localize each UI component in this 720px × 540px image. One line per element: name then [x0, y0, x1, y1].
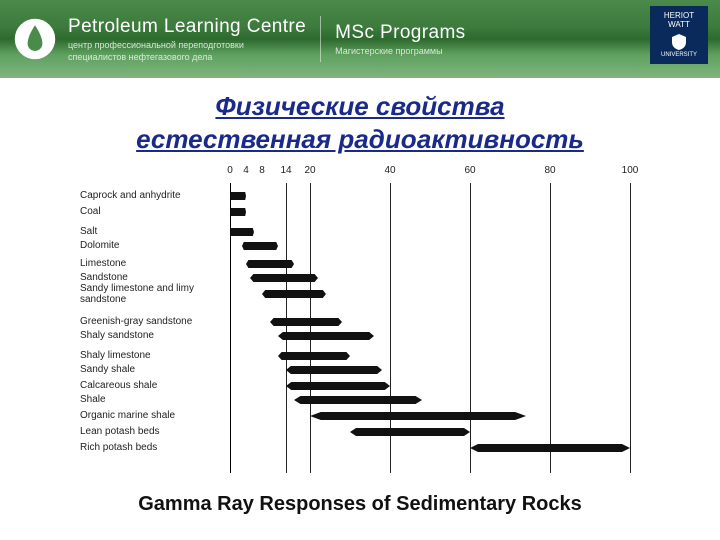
gamma-range-bar — [310, 412, 526, 420]
x-tick-label: 20 — [304, 165, 315, 176]
x-tick-label: 4 — [243, 165, 249, 176]
rock-label: Sandy limestone and limy sandstone — [80, 284, 226, 305]
gamma-range-bar — [246, 260, 294, 268]
title-line-2: естественная радиоактивность — [0, 123, 720, 156]
gamma-range-bar — [250, 274, 318, 282]
x-tick-label: 100 — [622, 165, 639, 176]
gamma-range-bar — [270, 318, 342, 326]
rock-label: Sandstone — [80, 273, 226, 284]
heriot-watt-badge: HERIOT WATT UNIVERSITY — [650, 6, 708, 64]
plc-title: Petroleum Learning Centre — [68, 16, 306, 38]
chart-gridline — [310, 183, 311, 473]
chart-gridline — [286, 183, 287, 473]
gamma-range-bar — [262, 290, 326, 298]
title-line-1: Физические свойства — [0, 90, 720, 123]
gamma-range-bar — [230, 208, 246, 216]
plc-sub2: специалистов нефтегазового дела — [68, 52, 306, 62]
chart-gridline — [470, 183, 471, 473]
rock-label: Organic marine shale — [80, 411, 226, 422]
x-tick-label: 0 — [227, 165, 233, 176]
x-tick-label: 60 — [464, 165, 475, 176]
rock-label: Shale — [80, 395, 226, 406]
slide-title: Физические свойства естественная радиоак… — [0, 90, 720, 155]
rock-label: Rich potash beds — [80, 443, 226, 454]
rock-label: Limestone — [80, 259, 226, 270]
hw-line2: WATT — [668, 21, 690, 30]
slide-header: Petroleum Learning Centre центр професси… — [0, 0, 720, 78]
plc-block: Petroleum Learning Centre центр професси… — [68, 16, 306, 63]
hw-line3: UNIVERSITY — [661, 52, 697, 59]
rock-label: Coal — [80, 207, 226, 218]
shield-icon — [669, 32, 689, 52]
msc-sub: Магистерские программы — [335, 46, 465, 56]
rock-label: Shaly limestone — [80, 351, 226, 362]
gamma-range-bar — [286, 366, 382, 374]
gamma-range-bar — [286, 382, 390, 390]
gamma-range-bar — [242, 242, 278, 250]
chart-caption: Gamma Ray Responses of Sedimentary Rocks — [0, 493, 720, 516]
gamma-range-bar — [278, 332, 374, 340]
rock-label: Shaly sandstone — [80, 331, 226, 342]
gamma-range-bar — [230, 228, 254, 236]
plc-sub1: центр профессиональной переподготовки — [68, 40, 306, 50]
drop-logo-icon — [12, 16, 58, 62]
rock-label: Salt — [80, 227, 226, 238]
rock-label: Sandy shale — [80, 365, 226, 376]
header-text-block: Petroleum Learning Centre центр професси… — [68, 16, 466, 63]
gamma-range-bar — [278, 352, 350, 360]
rock-label: Calcareous shale — [80, 381, 226, 392]
x-tick-label: 14 — [280, 165, 291, 176]
gamma-range-bar — [470, 444, 630, 452]
x-tick-label: 40 — [384, 165, 395, 176]
rock-label: Lean potash beds — [80, 427, 226, 438]
gamma-range-bar — [350, 428, 470, 436]
gamma-ray-chart: 048 14 20 40 60 80 100 Caprock and anhydrite Coa… — [80, 165, 640, 485]
gamma-range-bar — [294, 396, 422, 404]
rock-label: Dolomite — [80, 241, 226, 252]
chart-gridline — [550, 183, 551, 473]
msc-title: MSc Programs — [335, 22, 465, 44]
chart-gridline — [630, 183, 631, 473]
gamma-range-bar — [230, 192, 246, 200]
x-tick-label: 8 — [259, 165, 265, 176]
msc-block: MSc Programs Магистерские программы — [335, 22, 465, 56]
x-tick-label: 80 — [544, 165, 555, 176]
header-divider — [320, 16, 321, 62]
rock-label: Caprock and anhydrite — [80, 191, 226, 202]
rock-label: Greenish-gray sandstone — [80, 317, 226, 328]
